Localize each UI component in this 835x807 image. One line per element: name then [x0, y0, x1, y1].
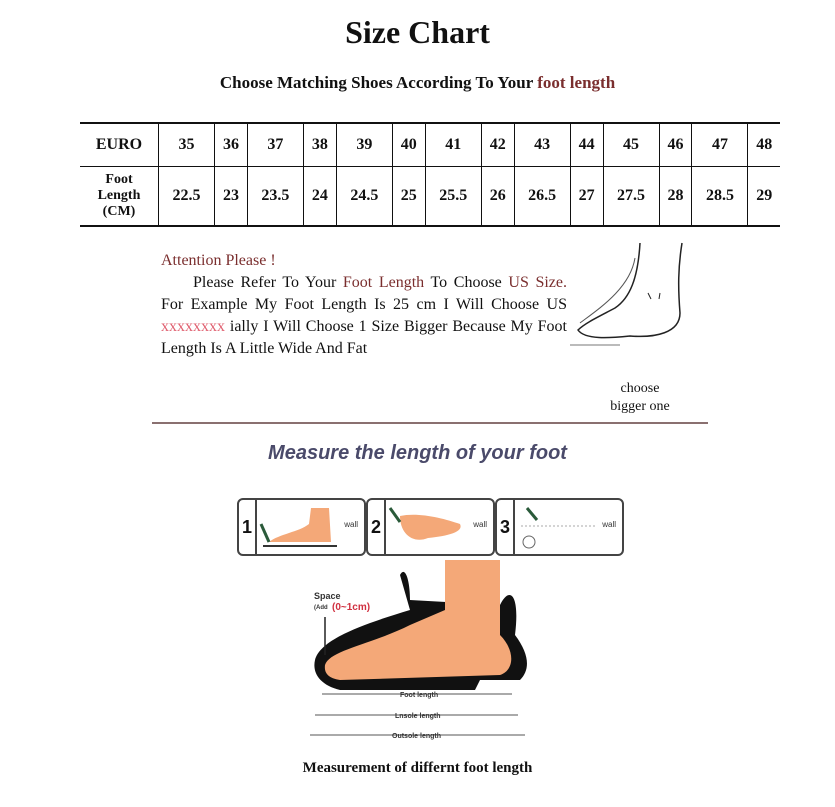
wall-label: wall	[473, 520, 487, 529]
euro-size-cell: 40	[391, 123, 426, 167]
foot-top-icon	[388, 507, 461, 540]
space-label: Space	[314, 591, 341, 601]
foot-length-cell: 27.5	[602, 166, 660, 226]
choose-bigger-note: choose bigger one	[600, 380, 680, 416]
step-3: 3 wall	[495, 498, 624, 556]
page-title: Size Chart	[345, 14, 490, 50]
header-line: Length	[97, 188, 141, 203]
subtitle: Choose Matching Shoes According To Your …	[0, 73, 835, 93]
note-line: choose	[620, 381, 660, 396]
size-table: EURO 35 36 37 38 39 40 41 42 43 44 45 46 47 48 Foot Le…	[80, 122, 780, 227]
space-add-label: (Add	[314, 605, 328, 611]
euro-size-cell: 43	[513, 123, 571, 167]
euro-size-cell: 36	[214, 123, 248, 167]
attention-text: Attention Please ! Please Refer To Your …	[161, 250, 567, 360]
euro-size-cell: 45	[602, 123, 660, 167]
foot-length-cell: 22.5	[157, 166, 216, 226]
foot-side-icon	[259, 508, 337, 547]
euro-size-cell: 41	[424, 123, 482, 167]
foot-length-cell: 25	[391, 166, 426, 226]
ruler-measure-icon	[521, 507, 595, 549]
foot-length-cell: 24	[302, 166, 337, 226]
text: ially I Will Choose 1 Size Bigger Becaus…	[161, 318, 567, 357]
step-number: 3	[497, 500, 515, 554]
highlight: US Size.	[508, 274, 567, 291]
euro-size-cell: 38	[302, 123, 337, 167]
euro-header: EURO	[80, 123, 159, 167]
measure-heading: Measure the length of your foot	[268, 442, 567, 464]
euro-size-cell: 48	[747, 123, 780, 167]
euro-row: EURO 35 36 37 38 39 40 41 42 43 44 45 46 47 48	[80, 123, 780, 167]
header-line: Foot	[105, 172, 133, 187]
foot-length-cell: 23	[214, 166, 248, 226]
euro-size-cell: 47	[691, 123, 749, 167]
foot-length-cell: 26	[480, 166, 515, 226]
wall-label: wall	[602, 520, 616, 529]
insole-length-label: Lnsole length	[395, 713, 441, 720]
step-2: 2 wall	[366, 498, 495, 556]
subtitle-highlight: foot length	[537, 73, 616, 92]
foot-length-cell: 27	[569, 166, 604, 226]
highlight: xxxxxxxx	[161, 318, 225, 335]
foot-shape	[324, 560, 512, 680]
step-number: 1	[239, 500, 257, 554]
divider	[152, 422, 708, 424]
step-1: 1 wall	[237, 498, 366, 556]
foot-length-cell: 28	[658, 166, 693, 226]
highlight: Foot Length	[342, 274, 425, 291]
foot-length-cell: 26.5	[513, 166, 571, 226]
euro-size-cell: 35	[157, 123, 216, 167]
foot-sketch-icon	[570, 242, 683, 346]
text: For Example My Foot Length Is 25 cm I Wi…	[161, 296, 567, 313]
subtitle-text: Choose Matching Shoes According To Your	[219, 73, 538, 92]
foot-length-cell: 24.5	[335, 166, 393, 226]
note-line: bigger one	[610, 399, 670, 414]
euro-size-cell: 37	[246, 123, 304, 167]
shoe-foot-diagram: Space (Add (0~1cm) Foot length Lnsole le…	[310, 560, 527, 740]
foot-length-cell: 23.5	[246, 166, 304, 226]
header-line: (CM)	[102, 204, 136, 219]
euro-size-cell: 46	[658, 123, 693, 167]
diagram-caption: Measurement of differnt foot length	[302, 760, 533, 776]
foot-length-row: Foot Length (CM) 22.5 23 23.5 24 24.5 25 25.5 26 2…	[80, 166, 780, 226]
euro-size-cell: 39	[335, 123, 393, 167]
foot-length-header: Foot Length (CM)	[80, 166, 159, 226]
wall-label: wall	[344, 520, 358, 529]
foot-length-cell: 25.5	[424, 166, 482, 226]
attention-heading: Attention Please !	[161, 252, 276, 269]
foot-length-cell: 28.5	[691, 166, 749, 226]
space-range-label: (0~1cm)	[332, 602, 370, 613]
euro-size-cell: 42	[480, 123, 515, 167]
foot-length-cell: 29	[747, 166, 780, 226]
outsole-length-label: Outsole length	[392, 733, 441, 740]
foot-length-label: Foot length	[400, 692, 438, 699]
text: Please Refer To Your	[193, 274, 343, 291]
step-number: 2	[368, 500, 386, 554]
text: To Choose	[424, 274, 509, 291]
euro-size-cell: 44	[569, 123, 604, 167]
